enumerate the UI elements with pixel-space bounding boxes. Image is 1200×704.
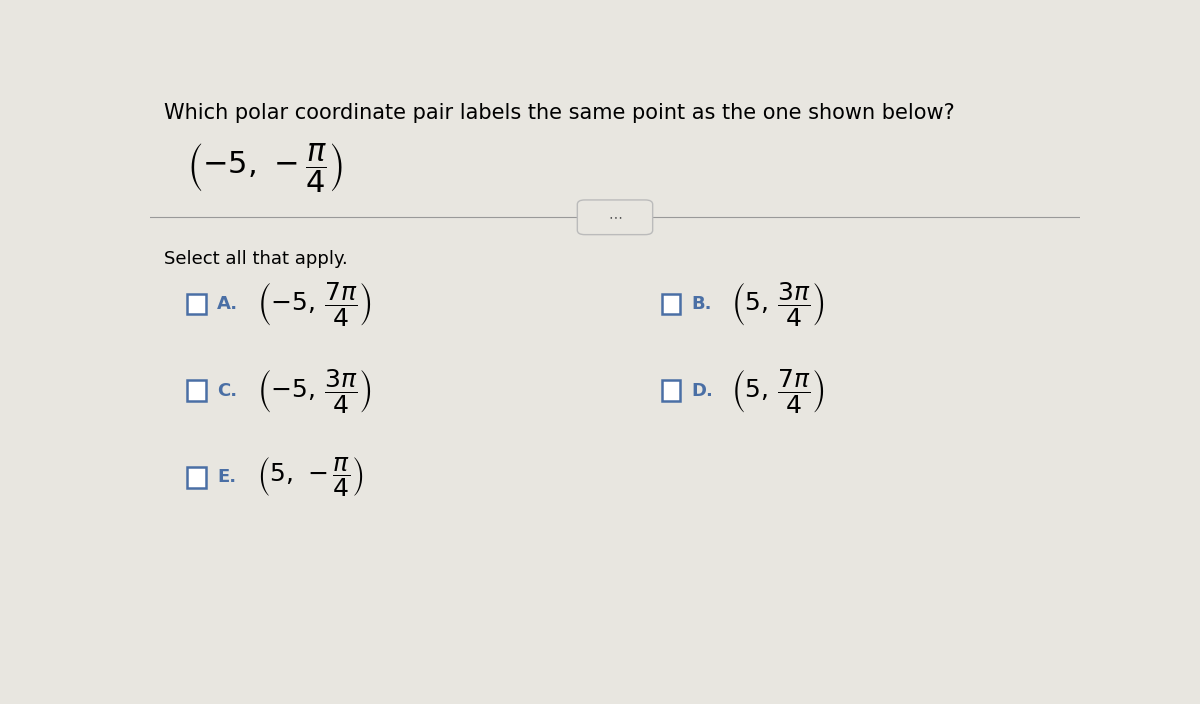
FancyBboxPatch shape: [577, 200, 653, 234]
Text: $\left(5,\,\dfrac{7\pi}{4}\right)$: $\left(5,\,\dfrac{7\pi}{4}\right)$: [731, 367, 824, 415]
Text: E.: E.: [217, 468, 236, 486]
Text: $\left(-5,\,\dfrac{7\pi}{4}\right)$: $\left(-5,\,\dfrac{7\pi}{4}\right)$: [257, 280, 372, 328]
FancyBboxPatch shape: [661, 294, 680, 314]
Text: $\left(5,\,-\dfrac{\pi}{4}\right)$: $\left(5,\,-\dfrac{\pi}{4}\right)$: [257, 455, 364, 499]
Text: Select all that apply.: Select all that apply.: [164, 250, 348, 268]
Text: C.: C.: [217, 382, 238, 400]
Text: $\left(5,\,\dfrac{3\pi}{4}\right)$: $\left(5,\,\dfrac{3\pi}{4}\right)$: [731, 280, 824, 328]
Text: ⋯: ⋯: [608, 210, 622, 225]
Text: $\left(-5,\,\dfrac{3\pi}{4}\right)$: $\left(-5,\,\dfrac{3\pi}{4}\right)$: [257, 367, 372, 415]
Text: $\left(-5,\,-\dfrac{\pi}{4}\right)$: $\left(-5,\,-\dfrac{\pi}{4}\right)$: [187, 142, 343, 195]
FancyBboxPatch shape: [187, 294, 206, 314]
Text: A.: A.: [217, 295, 238, 313]
FancyBboxPatch shape: [187, 380, 206, 401]
FancyBboxPatch shape: [661, 380, 680, 401]
FancyBboxPatch shape: [187, 467, 206, 488]
Text: B.: B.: [691, 295, 712, 313]
Text: Which polar coordinate pair labels the same point as the one shown below?: Which polar coordinate pair labels the s…: [164, 103, 955, 123]
Text: D.: D.: [691, 382, 713, 400]
